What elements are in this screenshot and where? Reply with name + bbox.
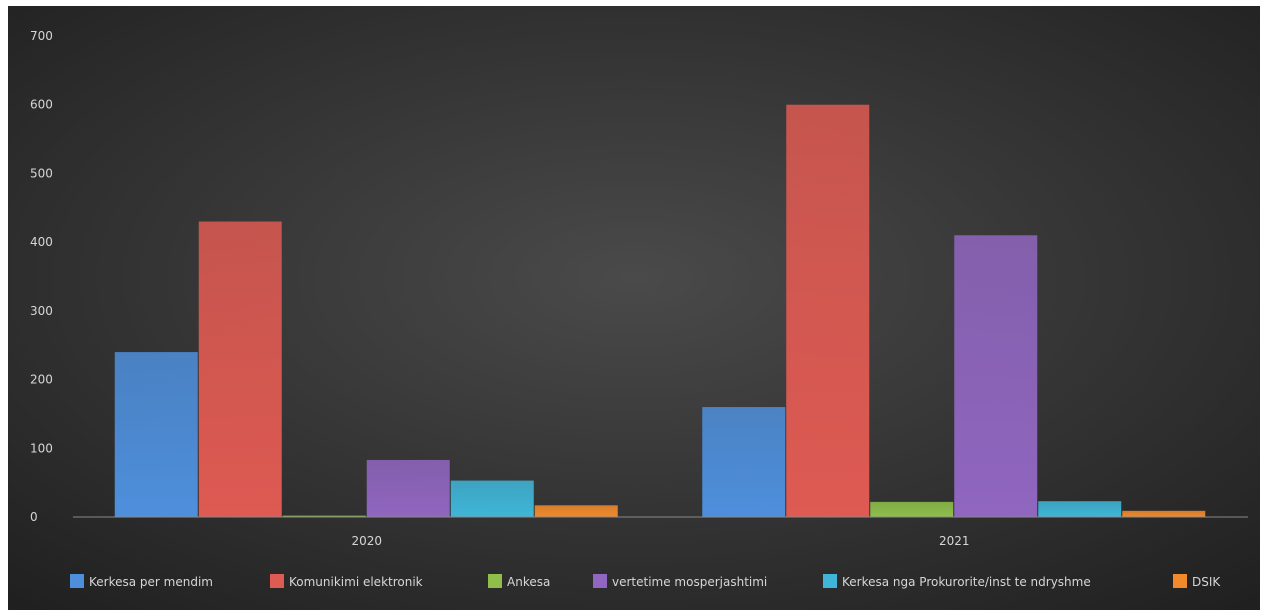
bar-komunikimi-elektronik-2020: [198, 221, 282, 517]
chart-container: 0 100 200 300 400 500 600 700 2020 2021 Kerkesa …: [8, 6, 1260, 610]
legend-label: Ankesa: [507, 575, 550, 589]
legend-label: vertetime mosperjashtimi: [612, 575, 767, 589]
legend-swatch: [488, 574, 502, 588]
chart-background: [8, 6, 1260, 610]
bar-kerkesa-per-mendim-2021: [702, 407, 786, 517]
y-tick-label: 200: [30, 373, 53, 387]
bar-kerkesa-nga-prokurorite-inst-te-ndryshme-2021: [1038, 501, 1122, 517]
bar-kerkesa-per-mendim-2020: [114, 352, 198, 517]
legend: Kerkesa per mendim Komunikimi elektronik A…: [70, 574, 1221, 589]
bar-vertetime-mosperjashtimi-2021: [954, 235, 1038, 517]
bar-ankesa-2020: [282, 515, 366, 517]
legend-label: Komunikimi elektronik: [289, 575, 423, 589]
bars-group: [114, 104, 1206, 517]
bar-dsik-2021: [1122, 510, 1206, 517]
legend-swatch: [823, 574, 837, 588]
bar-komunikimi-elektronik-2021: [786, 104, 870, 517]
y-tick-label: 0: [30, 510, 38, 524]
y-tick-label: 500: [30, 166, 53, 180]
legend-swatch: [270, 574, 284, 588]
bar-chart: 0 100 200 300 400 500 600 700 2020 2021 Kerkesa …: [8, 6, 1260, 610]
legend-label: Kerkesa per mendim: [89, 575, 213, 589]
y-tick-label: 600: [30, 98, 53, 112]
legend-label: DSIK: [1192, 575, 1221, 589]
y-axis: 0 100 200 300 400 500 600 700: [30, 29, 53, 524]
y-tick-label: 700: [30, 29, 53, 43]
legend-label: Kerkesa nga Prokurorite/inst te ndryshme: [842, 575, 1091, 589]
bar-ankesa-2021: [870, 501, 954, 517]
x-category-label: 2020: [351, 534, 382, 548]
x-axis: 2020 2021: [351, 534, 969, 548]
y-tick-label: 400: [30, 235, 53, 249]
bar-vertetime-mosperjashtimi-2020: [366, 459, 450, 517]
legend-swatch: [593, 574, 607, 588]
bar-dsik-2020: [534, 505, 618, 517]
y-tick-label: 100: [30, 441, 53, 455]
x-category-label: 2021: [939, 534, 970, 548]
bar-kerkesa-nga-prokurorite-inst-te-ndryshme-2020: [450, 480, 534, 517]
legend-swatch: [1173, 574, 1187, 588]
y-tick-label: 300: [30, 304, 53, 318]
legend-swatch: [70, 574, 84, 588]
